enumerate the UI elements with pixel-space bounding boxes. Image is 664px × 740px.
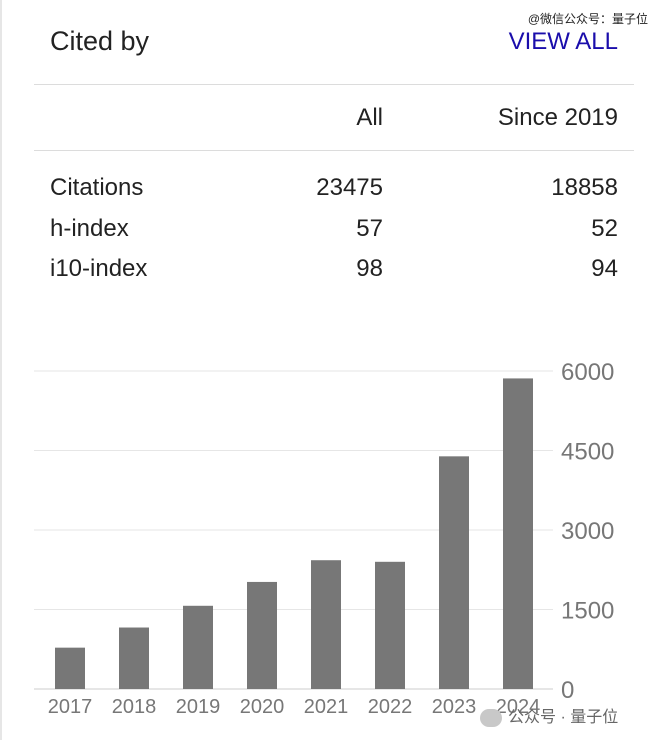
- stat-value-all: 57: [356, 215, 383, 242]
- stat-row-h-index: h-index 57 52: [0, 215, 664, 255]
- x-tick-label: 2017: [48, 696, 93, 718]
- stat-label: h-index: [50, 215, 129, 242]
- y-tick-label: 4500: [561, 439, 614, 466]
- view-all-link[interactable]: VIEW ALL: [508, 28, 618, 55]
- stat-value-all: 98: [356, 255, 383, 282]
- bar: [183, 605, 213, 689]
- watermark-bottom-text: 公众号 · 量子位: [508, 709, 619, 726]
- divider-table: [34, 150, 634, 151]
- divider-top: [34, 84, 634, 85]
- panel-left-border: [0, 0, 2, 740]
- y-tick-label: 1500: [561, 598, 614, 625]
- x-tick-label: 2023: [432, 696, 477, 718]
- x-tick-label: 2020: [240, 696, 285, 718]
- bar: [439, 456, 469, 689]
- stat-label: i10-index: [50, 255, 148, 282]
- stat-label: Citations: [50, 174, 144, 201]
- stat-value-since: 94: [591, 255, 618, 282]
- x-tick-label: 2021: [304, 696, 349, 718]
- bar: [375, 561, 405, 689]
- stat-value-since: 52: [591, 215, 618, 242]
- bar: [503, 378, 533, 689]
- bar: [119, 627, 149, 689]
- x-tick-label: 2024: [496, 696, 541, 718]
- stat-row-citations: Citations 23475 18858: [0, 174, 664, 214]
- cited-by-title: Cited by: [50, 26, 150, 56]
- column-header-all: All: [356, 104, 383, 131]
- column-header-since-2019: Since 2019: [497, 104, 618, 131]
- x-tick-label: 2022: [368, 696, 413, 718]
- wechat-logo-icon: [480, 708, 502, 727]
- bar: [311, 560, 341, 689]
- stat-value-since: 18858: [551, 174, 618, 201]
- y-tick-label: 0: [561, 677, 574, 704]
- y-tick-label: 6000: [561, 359, 614, 386]
- bar: [55, 647, 85, 689]
- y-tick-label: 3000: [561, 518, 614, 545]
- x-tick-label: 2018: [112, 696, 157, 718]
- stat-value-all: 23475: [316, 174, 383, 201]
- stat-row-i10-index: i10-index 98 94: [0, 255, 664, 295]
- x-tick-label: 2019: [176, 696, 221, 718]
- watermark-bottom: 公众号 · 量子位: [480, 703, 618, 727]
- bar: [247, 581, 277, 689]
- watermark-top: @微信公众号：量子位: [527, 12, 648, 26]
